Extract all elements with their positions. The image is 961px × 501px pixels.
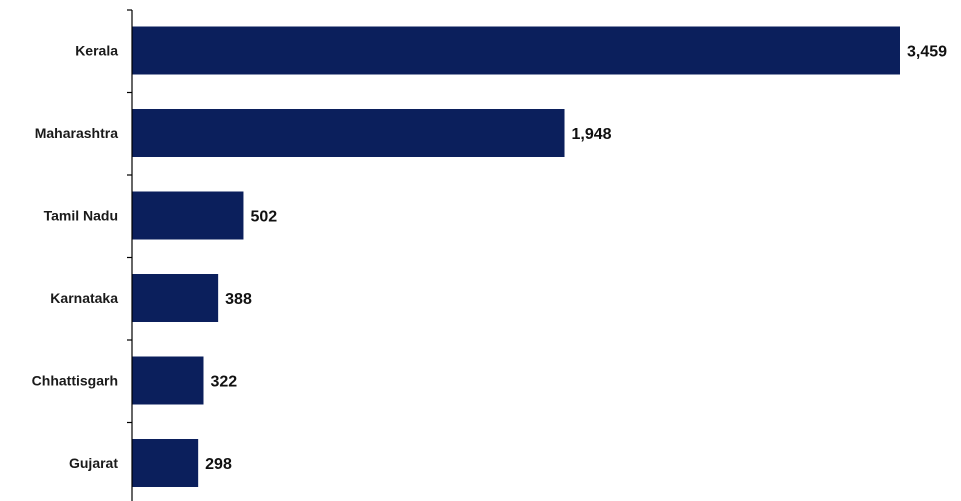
bars-group <box>132 26 900 487</box>
category-label-kerala: Kerala <box>75 43 118 59</box>
value-label-maharashtra: 1,948 <box>572 126 612 143</box>
value-label-gujarat: 298 <box>205 456 232 473</box>
value-label-tamil-nadu: 502 <box>250 209 277 226</box>
bar-tamil-nadu <box>132 191 244 240</box>
bar-kerala <box>132 26 900 75</box>
bar-chhattisgarh <box>132 356 204 405</box>
category-label-gujarat: Gujarat <box>69 455 118 471</box>
category-label-tamil-nadu: Tamil Nadu <box>44 208 118 224</box>
category-label-karnataka: Karnataka <box>50 290 118 306</box>
bar-maharashtra <box>132 109 565 157</box>
category-label-chhattisgarh: Chhattisgarh <box>32 373 118 389</box>
bar-gujarat <box>132 439 199 487</box>
category-label-maharashtra: Maharashtra <box>35 125 118 141</box>
y-axis <box>127 9 133 501</box>
bar-karnataka <box>132 274 219 322</box>
value-label-karnataka: 388 <box>225 291 252 308</box>
value-label-kerala: 3,459 <box>907 44 947 61</box>
category-labels-group: Kerala Maharashtra Tamil Nadu Karnataka Chha… <box>32 43 119 472</box>
value-labels-group: 3,459 1,948 502 388 322 298 <box>205 44 947 474</box>
value-label-chhattisgarh: 322 <box>210 374 237 391</box>
